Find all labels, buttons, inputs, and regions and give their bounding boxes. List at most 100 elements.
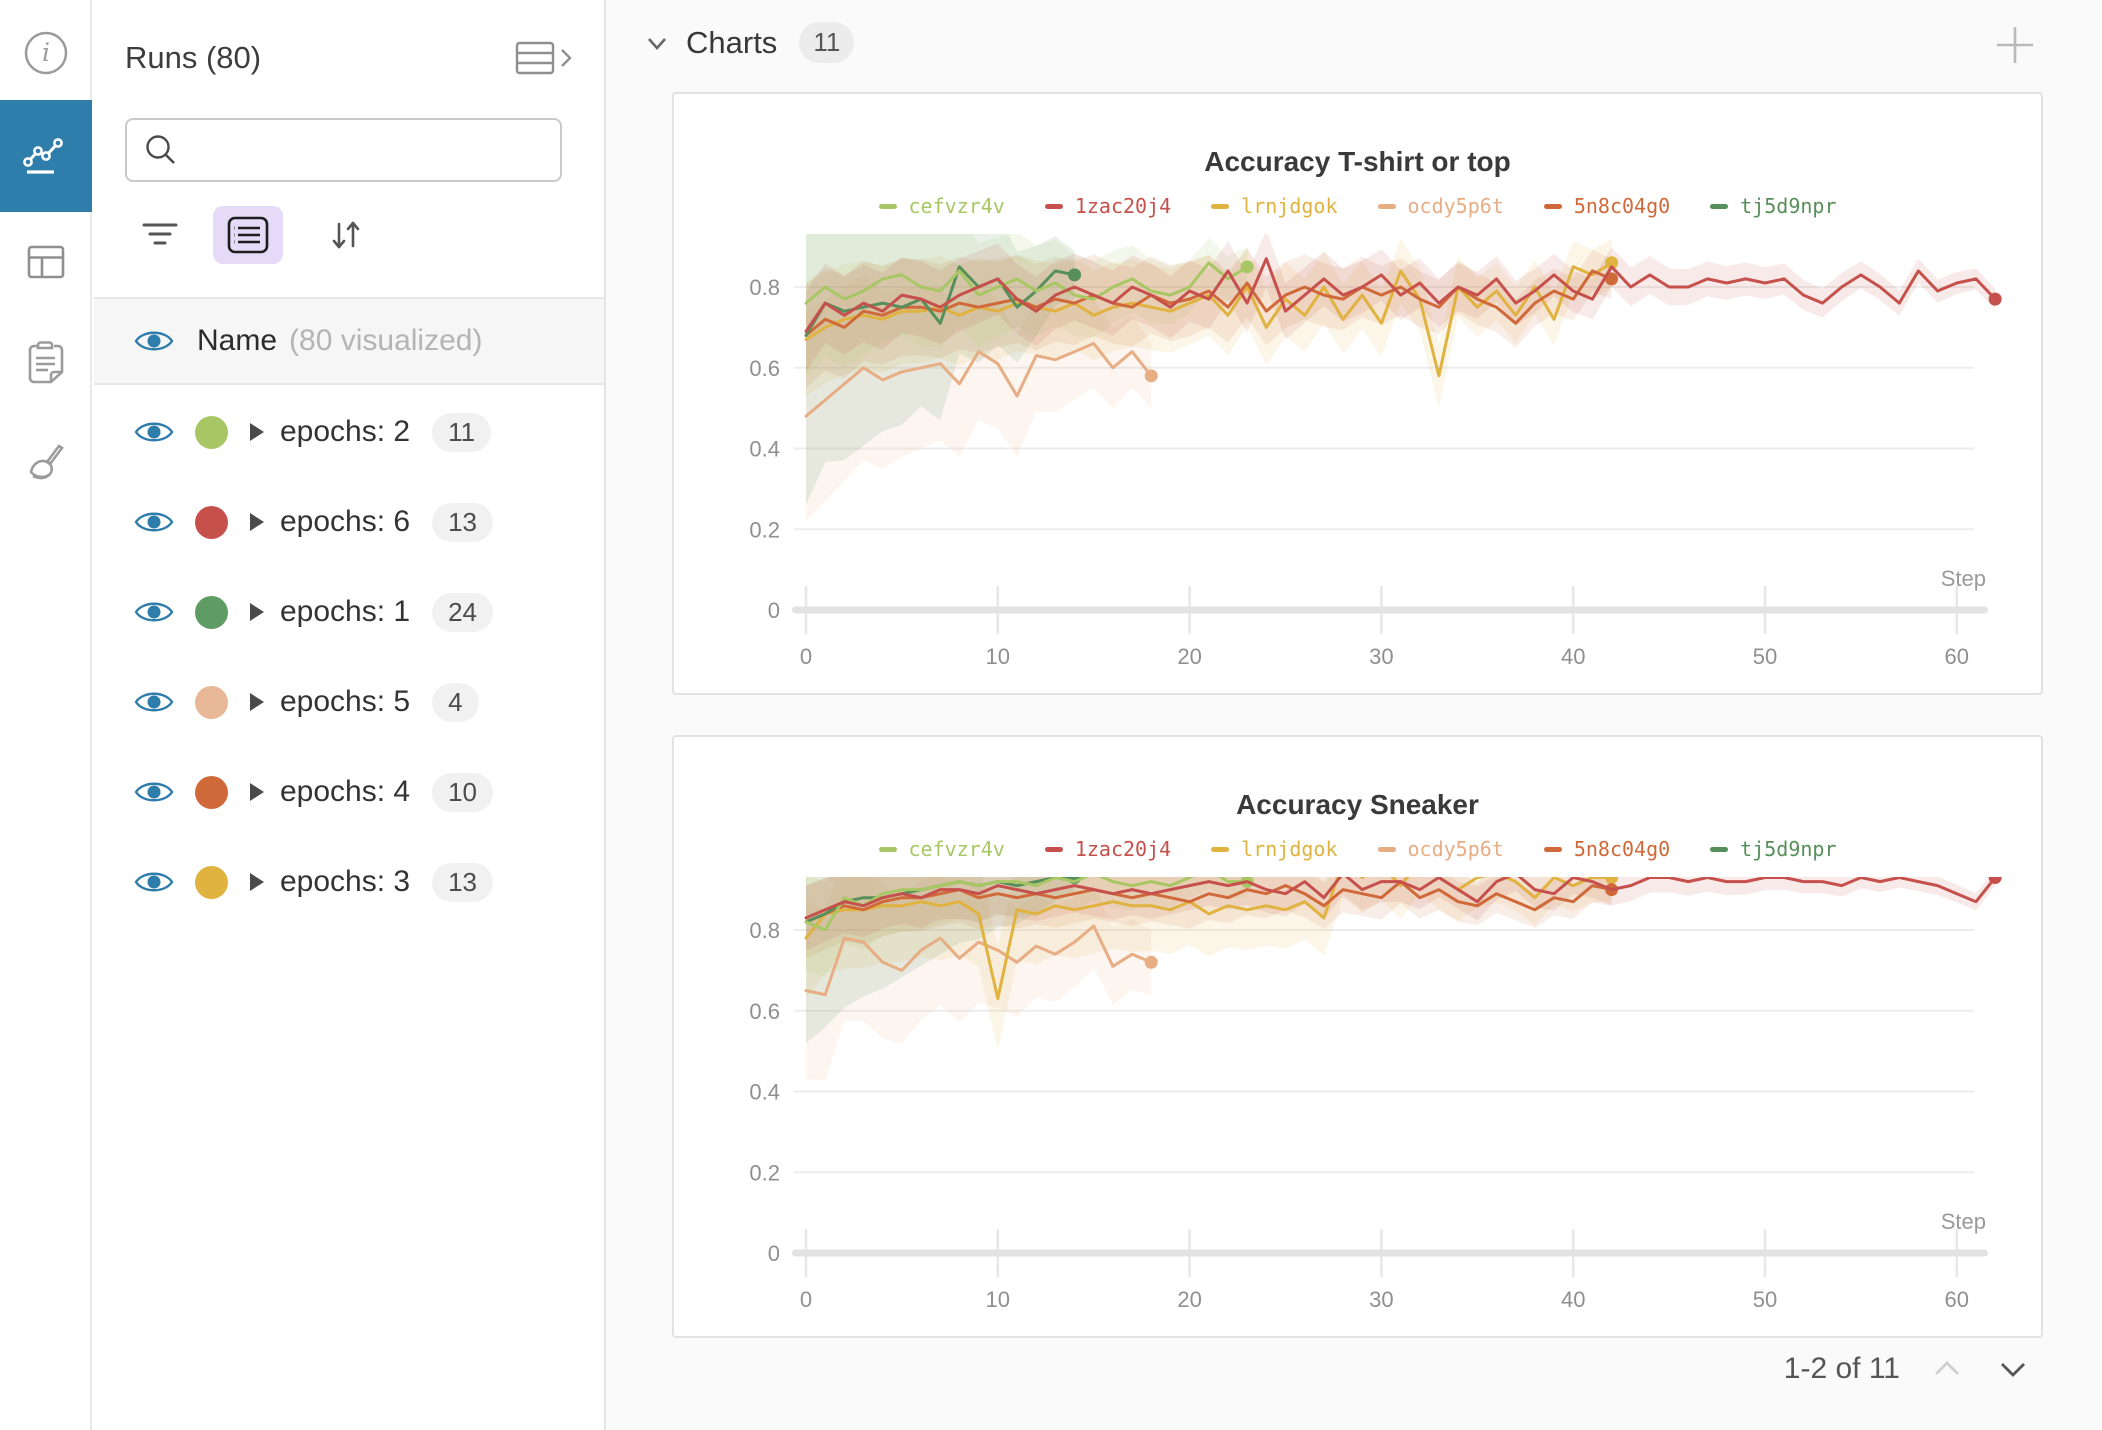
series-line	[804, 877, 1614, 1001]
expand-triangle-icon[interactable]	[250, 603, 264, 621]
visibility-eye-icon[interactable]	[133, 867, 175, 897]
legend-color-dash	[1543, 203, 1562, 209]
run-list-controls	[125, 204, 381, 266]
expand-triangle-icon[interactable]	[250, 873, 264, 891]
x-tick-label: 30	[1369, 1287, 1393, 1312]
info-icon[interactable]: i	[0, 30, 92, 76]
x-tick-label: 60	[1945, 1287, 1969, 1312]
clipboard-icon[interactable]	[0, 338, 92, 390]
legend-color-dash	[1377, 203, 1396, 209]
run-search-box[interactable]	[125, 118, 562, 182]
visibility-eye-icon[interactable]	[133, 507, 175, 537]
chevron-down-icon[interactable]	[642, 28, 672, 58]
legend-item[interactable]: lrnjdgok	[1211, 194, 1338, 218]
x-tick-label: 50	[1753, 644, 1777, 669]
legend-color-dash	[1710, 203, 1729, 209]
series-band	[806, 877, 1612, 959]
chevron-right-icon	[561, 49, 572, 67]
chart-legend: cefvzr4v 1zac20j4 lrnjdgok ocdy5p6t 5n8c04g0…	[674, 194, 2041, 218]
run-group-label[interactable]: epochs: 4	[280, 775, 411, 808]
charts-workspace: Charts 11 Accuracy T-shirt or top cefvzr…	[606, 0, 2102, 1430]
left-icon-rail: i	[0, 0, 92, 1430]
legend-item[interactable]: tj5d9npr	[1710, 837, 1836, 861]
series-band	[806, 877, 1612, 1051]
run-group-label[interactable]: epochs: 3	[280, 865, 411, 898]
series-band	[806, 877, 1996, 951]
runs-table-expand-button[interactable]	[514, 38, 576, 78]
legend-item[interactable]: 1zac20j4	[1044, 837, 1172, 861]
chevron-down-icon[interactable]	[1994, 1354, 2032, 1384]
run-group-row[interactable]: epochs: 2 11	[94, 387, 604, 477]
chart-title: Accuracy Sneaker	[1236, 789, 1479, 820]
filter-icon[interactable]	[125, 217, 195, 253]
run-group-label[interactable]: epochs: 5	[280, 685, 411, 718]
series-line	[804, 880, 1614, 924]
run-group-label[interactable]: epochs: 6	[280, 505, 411, 538]
broom-icon[interactable]	[0, 440, 92, 496]
run-group-count-badge: 24	[432, 592, 494, 632]
legend-item[interactable]: 5n8c04g0	[1543, 837, 1670, 861]
series-line	[804, 261, 1249, 305]
legend-run-name: ocdy5p6t	[1407, 837, 1504, 861]
visibility-eye-icon[interactable]	[133, 597, 175, 627]
legend-item[interactable]: cefvzr4v	[878, 194, 1005, 218]
chevron-up-icon[interactable]	[1928, 1354, 1966, 1384]
legend-item[interactable]: tj5d9npr	[1710, 194, 1836, 218]
legend-run-name: cefvzr4v	[908, 837, 1005, 861]
x-tick-label: 10	[986, 644, 1010, 669]
sort-icon[interactable]	[311, 214, 381, 256]
x-axis-title: Step	[1941, 566, 1986, 591]
series-end-dot	[1988, 292, 2002, 306]
expand-triangle-icon[interactable]	[250, 783, 264, 801]
table-icon[interactable]	[0, 238, 92, 286]
run-group-label[interactable]: epochs: 2	[280, 415, 411, 448]
charts-section-header[interactable]: Charts 11	[642, 22, 855, 63]
run-group-count-badge: 10	[432, 772, 494, 812]
x-tick-label: 30	[1369, 644, 1393, 669]
x-tick-label: 60	[1945, 644, 1969, 669]
series-end-dot	[1605, 256, 1619, 270]
list-view-button-active[interactable]	[213, 206, 283, 264]
chart-panel[interactable]: Accuracy T-shirt or top cefvzr4v 1zac20j4…	[672, 92, 2043, 695]
chart-panel[interactable]: Accuracy Sneaker cefvzr4v 1zac20j4 lrnjdgo…	[672, 735, 2043, 1338]
visibility-eye-icon[interactable]	[133, 777, 175, 807]
legend-item[interactable]: ocdy5p6t	[1377, 837, 1504, 861]
legend-item[interactable]: 5n8c04g0	[1543, 194, 1670, 218]
run-group-row[interactable]: epochs: 1 24	[94, 567, 604, 657]
run-group-row[interactable]: epochs: 4 10	[94, 747, 604, 837]
legend-item[interactable]: cefvzr4v	[878, 837, 1005, 861]
expand-triangle-icon[interactable]	[250, 423, 264, 441]
runs-sidebar: Runs (80) N	[94, 0, 606, 1430]
add-panel-button[interactable]	[1990, 20, 2040, 70]
series-line	[804, 342, 1153, 418]
legend-item[interactable]: 1zac20j4	[1044, 194, 1171, 218]
legend-run-name: cefvzr4v	[908, 194, 1005, 218]
legend-run-name: 1zac20j4	[1074, 837, 1172, 861]
visibility-eye-icon[interactable]	[133, 687, 175, 717]
run-group-row[interactable]: epochs: 6 13	[94, 477, 604, 567]
chart-legend: cefvzr4v 1zac20j4 lrnjdgok ocdy5p6t 5n8c04g0…	[674, 837, 2041, 861]
series-band	[806, 234, 1996, 372]
legend-item[interactable]: lrnjdgok	[1211, 837, 1338, 861]
expand-triangle-icon[interactable]	[250, 693, 264, 711]
line-chart-tab-selected[interactable]	[0, 100, 92, 212]
expand-triangle-icon[interactable]	[250, 513, 264, 531]
run-group-label[interactable]: epochs: 1	[280, 595, 411, 628]
series-end-dot	[1240, 260, 1254, 274]
legend-item[interactable]: ocdy5p6t	[1377, 194, 1504, 218]
legend-color-dash	[1543, 846, 1562, 852]
series-line	[804, 257, 1997, 333]
x-tick-label: 20	[1177, 1287, 1201, 1312]
visibility-eye-icon[interactable]	[133, 417, 175, 447]
run-group-row[interactable]: epochs: 5 4	[94, 657, 604, 747]
legend-run-name: lrnjdgok	[1241, 837, 1338, 861]
chart-plot: 0 0.2 0.4 0.6 0.8 0 10 20 30 40 50 60 Step	[749, 234, 2002, 669]
run-search-input[interactable]	[191, 133, 560, 167]
legend-color-dash	[1710, 846, 1729, 852]
y-tick-label: 0.2	[749, 517, 780, 542]
y-tick-label: 0.6	[749, 999, 780, 1024]
run-group-color-dot	[195, 865, 228, 899]
run-group-row[interactable]: epochs: 3 13	[94, 837, 604, 927]
visibility-eye-icon[interactable]	[133, 326, 175, 356]
name-visualized-row[interactable]: Name (80 visualized)	[94, 297, 604, 385]
